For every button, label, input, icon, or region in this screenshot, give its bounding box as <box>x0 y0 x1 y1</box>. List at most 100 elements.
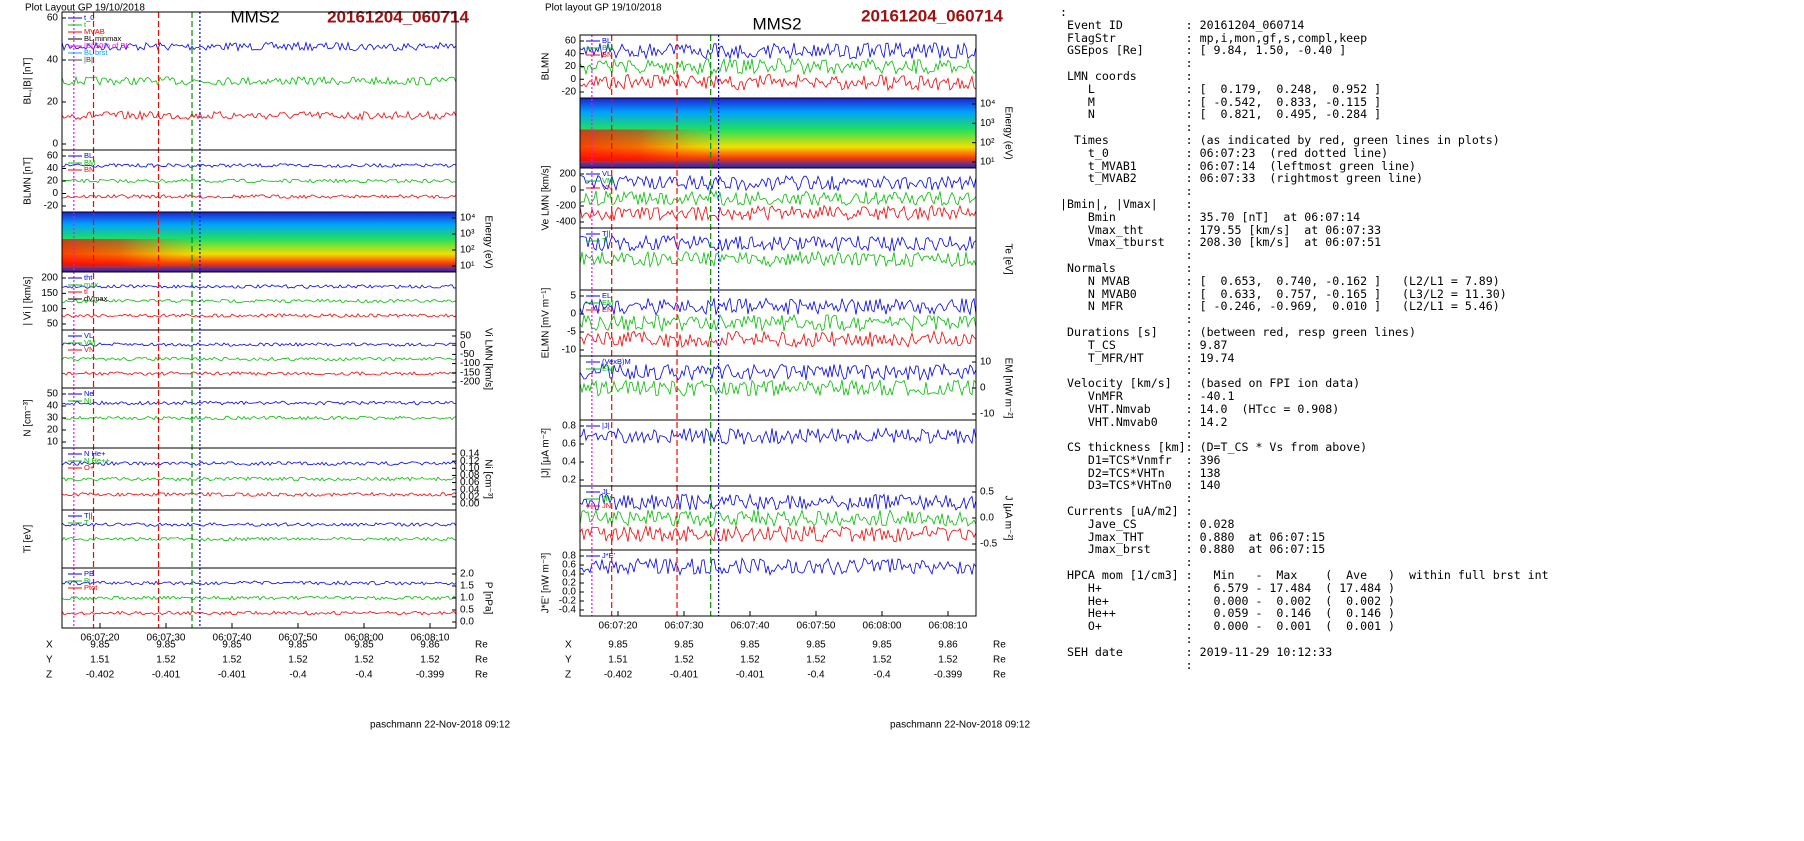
info-line: N MVAB0 : [ 0.633, 0.757, -0.165 ] (L3/L… <box>1060 286 1507 301</box>
legend-label: VN <box>602 183 612 192</box>
table-cell: 1.52 <box>938 655 958 666</box>
y-tick-label: 40 <box>47 163 59 174</box>
y-tick-label: 0.8 <box>562 421 576 432</box>
y-axis-label: ELMN [mV m⁻¹] <box>541 287 552 358</box>
spectrogram-overlay <box>62 239 456 266</box>
trace <box>61 284 457 289</box>
table-cell: 9.85 <box>90 640 110 651</box>
table-cell: 1.52 <box>420 655 440 666</box>
panel-frame <box>579 549 977 617</box>
y-tick-label: 5 <box>570 291 576 302</box>
x-tick-label: 06:07:50 <box>279 633 318 644</box>
event-id: 20161204_060714 <box>327 7 469 26</box>
info-line: Times : (as indicated by red, green line… <box>1060 132 1500 147</box>
info-line: H+ : 6.579 - 17.484 ( 17.484 ) <box>1060 580 1396 595</box>
footer: paschmann 22-Nov-2018 09:12 <box>370 720 511 731</box>
info-line: t_MVAB1 : 06:07:14 (leftmost green line) <box>1060 158 1416 173</box>
y-tick-label: 0.08 <box>460 470 480 481</box>
y-tick-label: 50 <box>47 389 59 400</box>
table-cell: -0.401 <box>736 670 765 681</box>
plot-title: MMS2 <box>230 7 279 26</box>
header: Plot Layout GP 19/10/2018 <box>25 3 145 14</box>
y-tick-label: 0.00 <box>460 499 480 510</box>
info-line: : <box>1060 491 1193 506</box>
table-cell: 9.86 <box>420 640 440 651</box>
info-line: Currents [uA/m2] : <box>1060 504 1193 519</box>
trace <box>579 57 977 76</box>
y-tick-label: 0.06 <box>460 477 480 488</box>
legend-label: VL <box>84 331 93 340</box>
legend-label: N He++ <box>84 456 110 465</box>
y-tick-label: 60 <box>565 36 577 47</box>
y-tick-label: 10⁴ <box>460 213 475 224</box>
y-tick-label: 0.0 <box>460 617 474 628</box>
y-tick-label: -10 <box>980 409 995 420</box>
info-line: Event ID : 20161204_060714 <box>1060 17 1305 32</box>
table-cell: 9.86 <box>938 640 958 651</box>
y-tick-label: -50 <box>460 349 475 360</box>
trace <box>61 313 457 318</box>
legend-label: |J| <box>602 421 610 430</box>
trace <box>579 189 977 207</box>
legend-label: JN <box>602 501 611 510</box>
y-tick-label: -0.4 <box>559 605 577 616</box>
y-tick-label: 10² <box>460 245 475 256</box>
trace <box>61 75 457 87</box>
legend-label: |B| <box>84 55 93 64</box>
y-tick-label: 0 <box>570 185 576 196</box>
table-cell: 1.52 <box>806 655 826 666</box>
y-tick-label: 20 <box>47 176 59 187</box>
legend-label: BL brst <box>84 48 108 57</box>
trace <box>61 522 457 527</box>
legend-label: EL <box>602 291 611 300</box>
info-line: N MVAB : [ 0.653, 0.740, -0.162 ] (L2/L1… <box>1060 273 1500 288</box>
info-line: Durations [s] : (between red, resp green… <box>1060 324 1416 339</box>
y-tick-label: 0 <box>52 188 58 199</box>
legend-label: Ni <box>84 396 91 405</box>
y-tick-label: -150 <box>460 367 480 378</box>
y-tick-label: 0.6 <box>562 439 576 450</box>
info-line: : <box>1060 5 1067 19</box>
x-tick-label: 06:07:50 <box>797 621 836 632</box>
info-line: GSEpos [Re] : [ 9.84, 1.50, -0.40 ] <box>1060 43 1347 58</box>
info-line: : <box>1060 184 1193 199</box>
y-axis-label: BLMN <box>541 53 552 81</box>
trace <box>61 356 457 362</box>
x-tick-label: 06:07:20 <box>81 633 120 644</box>
table-cell: 9.85 <box>740 640 760 651</box>
y-tick-label: -0.5 <box>980 539 998 550</box>
y-tick-label: 0.04 <box>460 484 480 495</box>
y-axis-label: Ni [cm⁻³] <box>482 459 493 499</box>
legend-label: (VexB)M <box>602 357 631 366</box>
y-axis-label: Energy (eV) <box>1002 106 1013 159</box>
y-tick-label: 60 <box>47 151 59 162</box>
y-tick-label: 10 <box>47 437 59 448</box>
trace <box>579 379 977 397</box>
legend-label: max <box>84 280 98 289</box>
table-cell: Re <box>993 640 1006 651</box>
info-line: Normals : <box>1060 260 1193 275</box>
table-cell: 1.52 <box>222 655 242 666</box>
trace <box>579 297 977 317</box>
legend-label: dVmax <box>84 294 108 303</box>
info-line: D3=TCS*VHTn0 : 140 <box>1060 478 1221 493</box>
y-axis-label: Vi LMN [km/s] <box>482 328 493 390</box>
table-cell: 1.51 <box>608 655 628 666</box>
y-axis-label: J*E' [nW m⁻³] <box>541 553 552 614</box>
y-axis-label: BLMN [nT] <box>23 157 34 205</box>
info-line: : <box>1060 120 1193 135</box>
trace <box>579 508 977 528</box>
info-line: |Bmin|, |Vmax| : <box>1060 196 1193 211</box>
info-line: : <box>1060 657 1193 672</box>
info-line: Jmax_THT : 0.880 at 06:07:15 <box>1060 529 1326 544</box>
y-tick-label: 1.5 <box>460 581 474 592</box>
legend-label: EM <box>602 298 613 307</box>
trace <box>579 557 977 576</box>
table-cell: 1.52 <box>872 655 892 666</box>
trace <box>579 174 977 192</box>
table-cell: 9.85 <box>156 640 176 651</box>
y-tick-label: -0.2 <box>559 596 577 607</box>
x-tick-label: 06:07:30 <box>665 621 704 632</box>
y-axis-label: Energy (eV) <box>482 215 493 268</box>
table-cell: 1.52 <box>354 655 374 666</box>
